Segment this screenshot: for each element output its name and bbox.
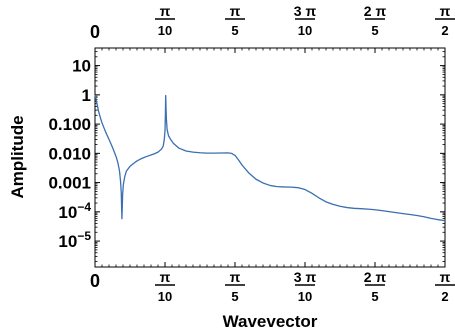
x-tick-label-top-denominator: 2	[441, 23, 448, 38]
y-tick-exponent: −5	[77, 229, 91, 243]
x-tick-label-bottom-denominator: 10	[158, 289, 172, 304]
y-tick-label: 1	[82, 86, 91, 105]
x-tick-label-bottom-numerator: π	[160, 269, 171, 285]
x-tick-label-top-numerator: π	[440, 3, 451, 19]
x-tick-label-bottom-numerator: π	[230, 269, 241, 285]
top-tick-labels: 0 π 10 π 5 3 π 10 2 π 5 π 2	[90, 3, 455, 42]
bottom-tick-labels: 0 π 10 π 5 3 π 10 2 π 5 π 2	[90, 269, 455, 304]
x-tick-label-bottom-denominator: 2	[441, 289, 448, 304]
x-tick-label-top-numerator: 3 π	[294, 3, 317, 19]
y-tick-label: 10−4	[58, 200, 91, 222]
y-tick-label: 0.010	[48, 144, 91, 163]
x-tick-label-top-numerator: π	[230, 3, 241, 19]
x-axis-title: Wavevector	[223, 312, 318, 331]
series-group	[94, 94, 446, 222]
x-tick-label-top-denominator: 5	[371, 23, 378, 38]
x-tick-label-bottom-numerator: 3 π	[294, 269, 317, 285]
x-tick-label-top-numerator: 2 π	[364, 3, 387, 19]
x-tick-label-bottom: 0	[90, 271, 100, 291]
x-tick-label-bottom-denominator: 10	[298, 289, 312, 304]
plot-frame	[94, 47, 446, 268]
x-tick-label-bottom-denominator: 5	[231, 289, 238, 304]
y-tick-label: 10	[72, 57, 91, 76]
x-tick-label-bottom-numerator: π	[440, 269, 451, 285]
y-tick-label: 10−5	[58, 229, 91, 251]
x-tick-label-top-denominator: 10	[298, 23, 312, 38]
x-tick-label-bottom-numerator: 2 π	[364, 269, 387, 285]
y-tick-label: 0.001	[48, 174, 91, 193]
left-tick-labels: 10 1 0.100 0.010 0.001 10−4 10−5	[48, 57, 91, 251]
x-tick-label-top: 0	[90, 22, 100, 42]
y-tick-exponent: −4	[77, 200, 91, 214]
x-tick-label-top-denominator: 5	[231, 23, 238, 38]
x-tick-label-top-numerator: π	[160, 3, 171, 19]
y-tick-label: 0.100	[48, 115, 91, 134]
tick-marks	[94, 48, 446, 267]
series-line-0	[94, 94, 446, 222]
x-tick-label-top-denominator: 10	[158, 23, 172, 38]
x-tick-label-bottom-denominator: 5	[371, 289, 378, 304]
y-axis-title: Amplitude	[8, 115, 27, 198]
